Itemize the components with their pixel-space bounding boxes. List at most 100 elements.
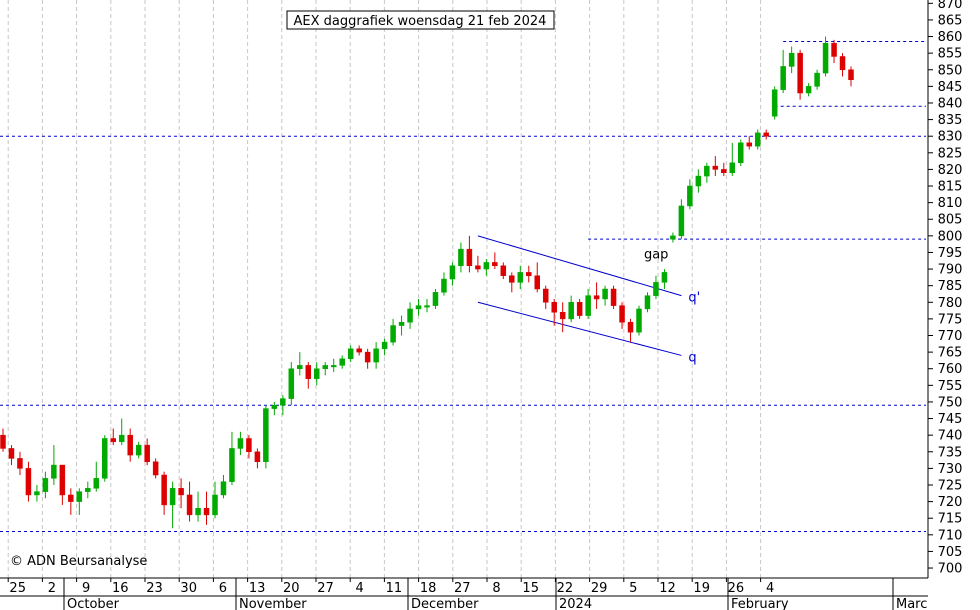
- price-tick-label: 770: [938, 329, 963, 344]
- price-tick-label: 725: [938, 478, 963, 493]
- candle: [347, 345, 354, 363]
- candle-body: [152, 461, 159, 476]
- chart-title: AEX daggrafiek woensdag 21 feb 2024: [294, 14, 547, 29]
- candle: [186, 481, 193, 522]
- candle: [25, 461, 32, 502]
- price-tick-label: 715: [938, 512, 963, 527]
- candle: [627, 318, 634, 343]
- price-tick-label: 790: [938, 263, 963, 278]
- candle-body: [780, 66, 786, 90]
- price-tick-label: 740: [938, 429, 963, 444]
- date-tick-label: 9: [82, 581, 90, 596]
- candle: [822, 36, 829, 77]
- plot-area: [0, 0, 928, 578]
- candle-body: [85, 488, 91, 492]
- date-tick-label: 12: [659, 581, 676, 596]
- price-tick-label: 800: [938, 229, 963, 244]
- trendline-label: q': [688, 291, 700, 306]
- date-tick-label: 11: [386, 581, 403, 596]
- candle-body: [729, 162, 736, 173]
- candle: [144, 438, 150, 466]
- candle: [271, 401, 278, 416]
- candle-body: [330, 365, 337, 368]
- candle-body: [144, 444, 150, 462]
- candle-body: [212, 494, 218, 516]
- candle-body: [390, 325, 396, 343]
- price-tick-label: 700: [938, 562, 963, 577]
- price-tick-label: 735: [938, 445, 963, 460]
- price-tick-label: 750: [938, 395, 963, 410]
- candle-body: [848, 69, 854, 80]
- trendline-label: q: [688, 350, 696, 365]
- candle: [127, 428, 133, 462]
- price-tick-label: 775: [938, 312, 963, 327]
- date-tick-label: 8: [492, 581, 500, 596]
- candle-body: [593, 295, 600, 300]
- candle: [339, 355, 345, 369]
- candle: [449, 262, 456, 286]
- candle-body: [8, 448, 15, 459]
- candle-body: [619, 305, 625, 323]
- candle: [534, 262, 540, 293]
- candle: [619, 302, 625, 329]
- candle-body: [314, 368, 320, 379]
- candle: [729, 142, 736, 177]
- candle: [229, 431, 235, 485]
- candle-body: [339, 358, 345, 366]
- candle-body: [670, 235, 676, 240]
- candle: [500, 262, 507, 280]
- candle: [85, 481, 91, 499]
- candle: [203, 491, 210, 525]
- candle: [721, 162, 727, 177]
- price-axis: 7007057107157207257307357407457507557607…: [927, 0, 963, 578]
- candle: [110, 428, 116, 446]
- candle: [738, 139, 744, 167]
- candle: [610, 285, 617, 309]
- month-label: October: [67, 597, 120, 610]
- date-tick-label: 30: [180, 581, 197, 596]
- price-tick-label: 815: [938, 180, 963, 195]
- price-tick-label: 860: [938, 30, 963, 45]
- candle-body: [814, 72, 820, 87]
- price-tick-label: 785: [938, 279, 963, 294]
- candle: [602, 285, 608, 306]
- date-tick-label: 25: [9, 581, 26, 596]
- candle: [509, 272, 515, 293]
- candle: [568, 295, 574, 323]
- candle-body: [763, 132, 769, 137]
- candle-body: [135, 444, 142, 456]
- candle: [585, 289, 591, 319]
- candle-body: [415, 305, 422, 310]
- candle: [551, 298, 557, 326]
- candle: [517, 265, 524, 289]
- candle: [636, 305, 642, 336]
- candle: [670, 232, 676, 243]
- candle-body: [559, 312, 566, 320]
- candle: [17, 451, 23, 476]
- candle-body: [839, 56, 846, 71]
- candle: [644, 292, 651, 313]
- candle: [161, 471, 167, 515]
- candle-body: [195, 507, 201, 516]
- candle-body: [721, 169, 727, 173]
- candle: [432, 289, 439, 309]
- candle: [542, 285, 549, 309]
- candle-body: [534, 275, 540, 290]
- candle-body: [712, 165, 719, 170]
- candle-body: [254, 451, 261, 462]
- candle: [763, 129, 769, 140]
- candle-body: [102, 438, 108, 479]
- candle: [848, 66, 854, 87]
- candle-body: [526, 272, 532, 276]
- candle: [653, 275, 659, 299]
- candle-body: [475, 265, 481, 270]
- candle-body: [585, 295, 591, 316]
- date-tick-label: 4: [766, 581, 774, 596]
- candle: [678, 199, 685, 240]
- price-tick-label: 765: [938, 346, 963, 361]
- candle: [0, 428, 6, 452]
- candle: [831, 39, 837, 64]
- title-box: AEX daggrafiek woensdag 21 feb 2024: [286, 10, 555, 30]
